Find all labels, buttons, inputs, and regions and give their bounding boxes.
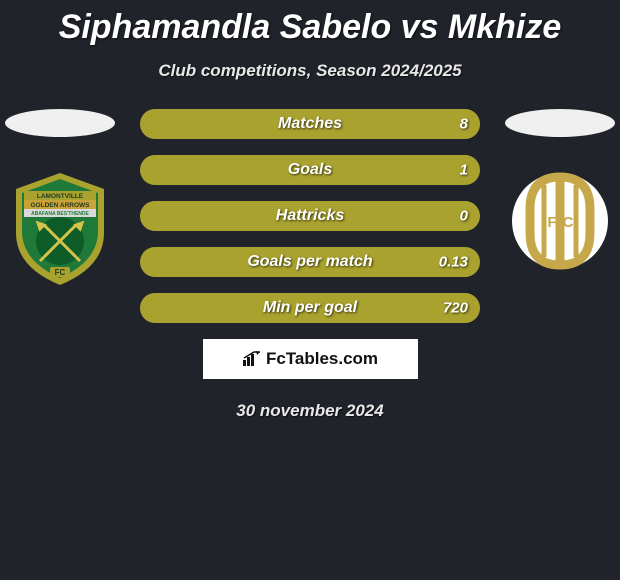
page-title: Siphamandla Sabelo vs Mkhize bbox=[0, 0, 620, 47]
stat-bars: 8 Matches 1 Goals 0 Hattricks 0.13 Goals per ma… bbox=[140, 109, 480, 323]
bar-label: Min per goal bbox=[263, 299, 357, 317]
bar-value-right: 1 bbox=[460, 162, 468, 179]
bar-label: Goals per match bbox=[247, 253, 372, 271]
attribution-text: FcTables.com bbox=[266, 349, 378, 369]
bar-value-right: 8 bbox=[460, 116, 468, 133]
crest-banner-top-text: LAMONTVILLE bbox=[37, 193, 84, 200]
bar-value-right: 720 bbox=[443, 300, 468, 317]
bar-label: Goals bbox=[288, 161, 332, 179]
crest-footer-text: FC bbox=[55, 268, 66, 277]
club-crest-left-icon: LAMONTVILLE GOLDEN ARROWS ABAFANA BES'TH… bbox=[10, 171, 110, 287]
player-right-avatar-placeholder bbox=[505, 109, 615, 137]
crest-right-letter-f: F bbox=[547, 214, 556, 231]
stat-bar: 0.13 Goals per match bbox=[140, 247, 480, 277]
player-left-avatar-placeholder bbox=[5, 109, 115, 137]
crest-banner-mid-text: GOLDEN ARROWS bbox=[31, 202, 91, 209]
stat-bar: 1 Goals bbox=[140, 155, 480, 185]
bar-label: Matches bbox=[278, 115, 342, 133]
crest-banner-sub-text: ABAFANA BES'THENDE bbox=[31, 211, 89, 217]
club-crest-right-icon: F C bbox=[510, 171, 610, 271]
subtitle: Club competitions, Season 2024/2025 bbox=[0, 61, 620, 81]
stat-bar: 8 Matches bbox=[140, 109, 480, 139]
crest-right-letter-c: C bbox=[563, 214, 574, 231]
player-right-column: F C bbox=[500, 109, 620, 271]
bar-value-right: 0.13 bbox=[439, 254, 468, 271]
chart-icon bbox=[242, 351, 262, 367]
bar-value-right: 0 bbox=[460, 208, 468, 225]
bar-label: Hattricks bbox=[276, 207, 344, 225]
stat-bar: 720 Min per goal bbox=[140, 293, 480, 323]
attribution-box: FcTables.com bbox=[203, 339, 418, 379]
stat-bar: 0 Hattricks bbox=[140, 201, 480, 231]
date-text: 30 november 2024 bbox=[0, 401, 620, 421]
comparison-content: LAMONTVILLE GOLDEN ARROWS ABAFANA BES'TH… bbox=[0, 109, 620, 421]
player-left-column: LAMONTVILLE GOLDEN ARROWS ABAFANA BES'TH… bbox=[0, 109, 120, 287]
